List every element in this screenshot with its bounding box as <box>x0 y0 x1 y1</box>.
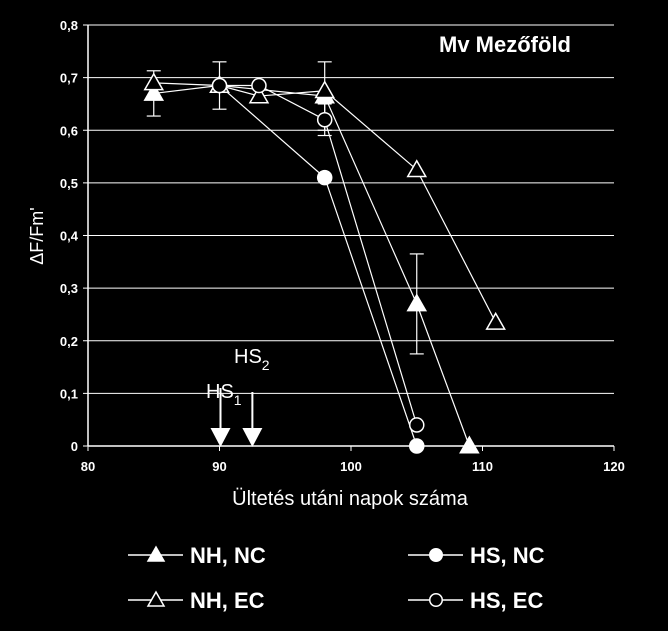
data-point <box>408 417 425 433</box>
y-axis-label: ΔF/Fm' <box>27 207 47 264</box>
x-axis-label: Ültetés utáni napok száma <box>232 488 469 510</box>
grid-lines <box>88 24 614 394</box>
data-point <box>485 311 506 330</box>
series-layer <box>143 61 506 454</box>
data-point <box>143 72 165 91</box>
annotation-label: HS2 <box>234 346 270 373</box>
data-point <box>429 548 443 562</box>
y-tick-label: 0,7 <box>60 71 78 86</box>
series-hs-nc <box>211 77 425 454</box>
legend-label: HS, EC <box>470 588 543 613</box>
legend-item: HS, EC <box>408 588 543 613</box>
x-tick-label: 120 <box>603 459 625 474</box>
data-point <box>146 545 166 562</box>
data-point <box>248 85 270 104</box>
series-line <box>153 82 497 323</box>
legend-item: NH, NC <box>128 543 266 568</box>
data-point <box>429 593 443 607</box>
data-point <box>251 77 267 94</box>
arrow-head-icon <box>210 428 231 447</box>
series-nh-nc <box>143 61 480 454</box>
chart-title: Mv Mezőföld <box>439 32 571 57</box>
legend-label: NH, NC <box>190 543 266 568</box>
annotation-hs1: HS1 <box>206 381 242 447</box>
data-point <box>314 80 335 99</box>
series-line <box>219 85 418 447</box>
y-tick-label: 0,8 <box>60 18 78 33</box>
y-tick-label: 0,4 <box>60 229 79 244</box>
x-tick-label: 80 <box>81 459 95 474</box>
data-point <box>211 77 228 94</box>
legend-label: NH, EC <box>190 588 265 613</box>
x-tick-label: 100 <box>340 459 362 474</box>
data-point <box>316 111 333 128</box>
y-tick-label: 0,1 <box>60 386 78 401</box>
arrow-head-icon <box>242 428 263 447</box>
data-point <box>406 293 428 312</box>
series-line <box>219 84 418 426</box>
data-point <box>146 590 166 607</box>
data-point <box>459 435 480 454</box>
data-point <box>143 82 165 101</box>
legend-label: HS, NC <box>470 543 545 568</box>
series-nh-ec <box>143 72 506 330</box>
data-point <box>408 438 425 454</box>
series-hs-ec <box>211 77 425 433</box>
legend-item: HS, NC <box>408 543 545 568</box>
series-line <box>153 84 470 447</box>
y-tick-label: 0,6 <box>60 123 78 138</box>
y-tick-label: 0,2 <box>60 334 78 349</box>
y-tick-label: 0 <box>71 439 78 454</box>
data-point <box>406 159 428 178</box>
axes <box>83 24 615 451</box>
annotation-label: HS1 <box>206 381 242 408</box>
x-tick-label: 90 <box>212 459 226 474</box>
x-tick-labels: 80 90 100 110 120 <box>81 459 625 474</box>
y-tick-label: 0,5 <box>60 176 78 191</box>
legend-item: NH, EC <box>128 588 265 613</box>
y-tick-label: 0,3 <box>60 281 78 296</box>
legend: NH, NC HS, NC NH, EC HS, EC <box>128 543 545 613</box>
x-tick-label: 110 <box>472 459 493 474</box>
data-point <box>316 169 333 186</box>
y-tick-labels: 0 0,1 0,2 0,3 0,4 0,5 0,6 0,7 0,8 <box>60 18 79 454</box>
